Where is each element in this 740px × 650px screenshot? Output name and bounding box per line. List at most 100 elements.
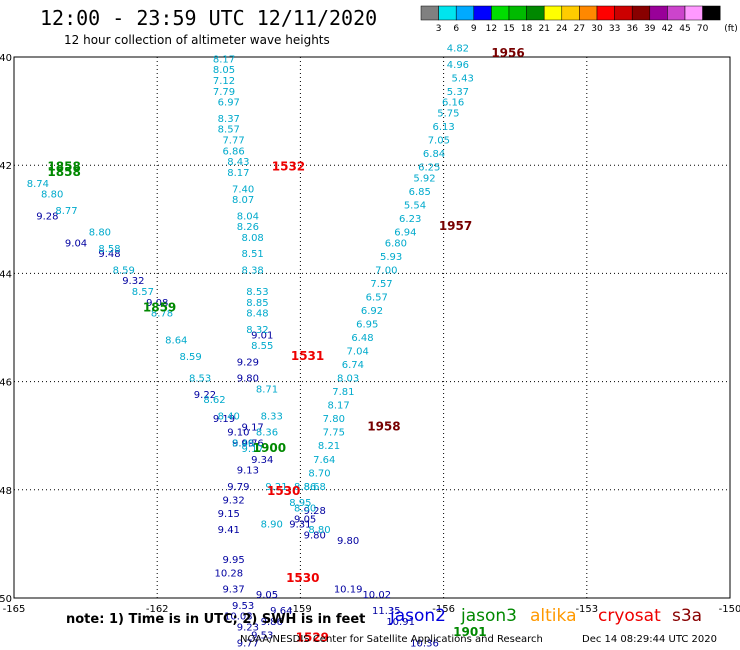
wave-height-point: 8.04	[237, 211, 259, 222]
note-text: note: 1) Time is in UTC; 2) SWH is in fe…	[66, 612, 366, 627]
wave-height-point: 5.37	[447, 87, 469, 98]
wave-height-point: 6.95	[356, 320, 378, 331]
wave-height-point: 8.57	[218, 125, 240, 136]
colorbar-label: 6	[453, 24, 459, 34]
wave-height-point: 7.40	[232, 184, 254, 195]
colorbar-label: 3	[436, 24, 442, 34]
timestamp-text: Dec 14 08:29:44 UTC 2020	[582, 634, 717, 645]
wave-height-point: 7.05	[428, 136, 450, 147]
wave-height-point: 8.68	[304, 482, 326, 493]
wave-height-point: 7.64	[313, 455, 335, 466]
colorbar-label: 12	[486, 24, 497, 34]
wave-height-point: 8.64	[165, 336, 187, 347]
wave-height-point: 9.04	[65, 238, 87, 249]
colorbar-swatch	[508, 5, 527, 21]
wave-height-point: 4.82	[447, 44, 469, 55]
wave-height-point: 9.53	[232, 601, 254, 612]
wave-height-point: 9.19	[213, 414, 235, 425]
wave-height-point: 6.84	[423, 149, 445, 160]
wave-height-point: 9.95	[222, 555, 244, 566]
colorbar-swatch	[438, 5, 457, 21]
colorbar-label: 45	[679, 24, 690, 34]
wave-height-point: 9.28	[36, 211, 58, 222]
wave-height-point: 9.64	[270, 606, 292, 617]
colorbar-swatch	[420, 5, 439, 21]
colorbar-label: 33	[609, 24, 620, 34]
lat-tick-label: -50	[0, 594, 12, 605]
wave-height-point: 9.77	[237, 639, 259, 650]
wave-height-point: 10.36	[410, 639, 439, 650]
wave-height-point: 8.36	[256, 428, 278, 439]
time-label: 1957	[439, 219, 472, 233]
wave-height-point: 8.17	[213, 54, 235, 65]
wave-height-point: 8.03	[337, 374, 359, 385]
lon-tick-label: -162	[146, 604, 169, 615]
wave-height-point: 9.08	[146, 298, 168, 309]
colorbar-label: 42	[662, 24, 673, 34]
colorbar-label: 24	[556, 24, 568, 34]
wave-height-point: 9.29	[237, 357, 259, 368]
wave-height-point: 8.80	[89, 228, 111, 239]
wave-height-point: 8.51	[242, 249, 264, 260]
colorbar-swatch	[702, 5, 721, 21]
colorbar-label: 21	[538, 24, 549, 34]
wave-height-point: 9.80	[304, 530, 326, 541]
wave-height-point: 9.76	[242, 439, 264, 450]
wave-height-point: 9.09	[232, 439, 254, 450]
wave-height-point: 8.26	[237, 222, 259, 233]
wave-height-point: 8.80	[308, 525, 330, 536]
wave-height-point: 4.96	[447, 60, 469, 71]
legend-cryosat: cryosat	[598, 606, 661, 626]
wave-height-point: 7.77	[222, 136, 244, 147]
wave-height-point: 9.48	[98, 249, 120, 260]
wave-height-point: 6.48	[351, 333, 373, 344]
wave-height-point: 6.13	[432, 122, 454, 133]
time-label: 1530	[267, 484, 300, 498]
wave-height-point: 10.19	[334, 585, 363, 596]
legend-altika: altika	[530, 606, 577, 626]
wave-height-point: 8.70	[308, 468, 330, 479]
wave-height-point: 8.30	[294, 503, 316, 514]
colorbar-unit: (ft)	[724, 24, 738, 34]
wave-height-point: 5.75	[437, 109, 459, 120]
wave-height-point: 8.33	[261, 411, 283, 422]
wave-height-point: 8.57	[132, 287, 154, 298]
colorbar-swatch	[561, 5, 580, 21]
colorbar-swatch	[667, 5, 686, 21]
wave-height-point: 7.04	[347, 347, 369, 358]
colorbar-swatch	[543, 5, 563, 21]
wave-height-point: 8.07	[232, 195, 254, 206]
wave-height-point: 7.81	[332, 387, 354, 398]
map-frame	[13, 56, 731, 599]
wave-height-point: 9.10	[227, 428, 249, 439]
colorbar-swatch	[631, 5, 651, 21]
wave-height-point: 10.02	[362, 590, 391, 601]
wave-height-point: 8.53	[246, 287, 268, 298]
colorbar-swatch	[596, 5, 615, 21]
wave-height-point: 9.31	[289, 520, 311, 531]
wave-height-point: 6.25	[418, 163, 440, 174]
time-label: 1858	[47, 165, 80, 179]
wave-height-point: 6.16	[442, 98, 464, 109]
wave-height-point: 6.97	[218, 98, 240, 109]
wave-height-point: 5.43	[452, 73, 474, 84]
wave-height-point: 8.62	[203, 395, 225, 406]
lon-tick-label: -150	[719, 604, 740, 615]
wave-height-point: 5.92	[413, 173, 435, 184]
wave-height-point: 9.21	[265, 482, 287, 493]
wave-height-point: 9.34	[251, 455, 273, 466]
colorbar-swatch	[526, 5, 545, 21]
wave-height-point: 8.17	[327, 401, 349, 412]
time-label: 1900	[253, 441, 286, 455]
wave-height-point: 8.38	[242, 265, 264, 276]
lon-tick-label: -165	[3, 604, 26, 615]
colorbar-label: 18	[521, 24, 533, 34]
wave-height-point: 8.59	[179, 352, 201, 363]
colorbar-swatch	[491, 5, 510, 21]
wave-height-point: 9.32	[222, 495, 244, 506]
wave-height-point: 8.17	[227, 168, 249, 179]
wave-height-point: 9.05	[256, 590, 278, 601]
wave-height-point: 7.80	[323, 414, 345, 425]
wave-height-point: 8.90	[261, 520, 283, 531]
wave-height-point: 6.23	[399, 214, 421, 225]
